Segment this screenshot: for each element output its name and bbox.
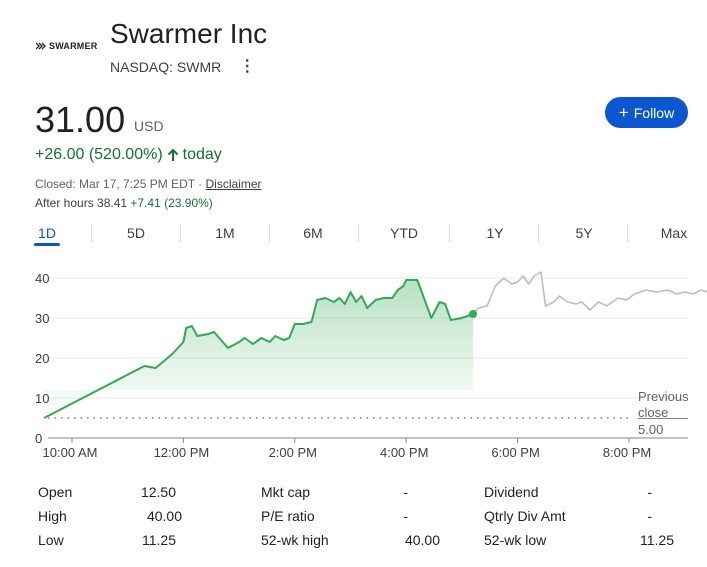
stat-dividend-value: - bbox=[647, 484, 652, 500]
stat-qtrly-div-value: - bbox=[647, 508, 652, 524]
active-tab-indicator bbox=[34, 243, 60, 246]
x-tick-label: 6:00 PM bbox=[491, 445, 539, 460]
stat-mktcap-value: - bbox=[403, 484, 408, 500]
stat-high-value: 40.00 bbox=[146, 508, 182, 524]
previous-close-label-2: close bbox=[638, 405, 668, 420]
x-tick-label: 10:00 AM bbox=[43, 445, 98, 460]
stat-52wk-high-label: 52-wk high bbox=[261, 532, 329, 548]
tab-divider bbox=[269, 224, 270, 242]
closed-text: Closed: Mar 17, 7:25 PM EDT · bbox=[35, 177, 206, 191]
price-area-fill bbox=[44, 280, 473, 418]
tab-5d[interactable]: 5D bbox=[127, 225, 145, 241]
x-tick-label: 8:00 PM bbox=[603, 445, 651, 460]
stat-52wk-low-label: 52-wk low bbox=[484, 532, 547, 548]
arrow-up-icon bbox=[167, 148, 178, 161]
stat-pe-label: P/E ratio bbox=[261, 508, 315, 524]
y-tick-label: 0 bbox=[35, 431, 42, 446]
stat-dividend-label: Dividend bbox=[484, 484, 539, 500]
tab-1y[interactable]: 1Y bbox=[486, 225, 504, 241]
stat-open-label: Open bbox=[38, 484, 73, 500]
tab-ytd[interactable]: YTD bbox=[390, 225, 418, 241]
timeframe-tabs: 1D 5D 1M 6M YTD 1Y 5Y Max bbox=[0, 222, 707, 250]
tab-divider bbox=[358, 224, 359, 242]
exchange-ticker: NASDAQ: SWMR ⋮ bbox=[110, 58, 256, 76]
tab-1m[interactable]: 1M bbox=[215, 225, 235, 241]
current-price-dot bbox=[469, 310, 478, 318]
stat-high-label: High bbox=[38, 508, 67, 524]
stat-52wk-low-value: 11.25 bbox=[640, 532, 674, 548]
plus-icon: + bbox=[618, 102, 629, 122]
change-period: today bbox=[182, 146, 222, 163]
stat-mktcap-label: Mkt cap bbox=[261, 484, 311, 500]
x-tick-label: 2:00 PM bbox=[269, 445, 317, 460]
after-hours: After hours 38.41 +7.41 (23.90%) bbox=[35, 196, 213, 210]
swarmer-logo-icon bbox=[36, 42, 46, 50]
tab-divider bbox=[91, 224, 92, 242]
company-name: Swarmer Inc bbox=[110, 18, 268, 49]
disclaimer-link[interactable]: Disclaimer bbox=[205, 177, 262, 191]
y-tick-label: 30 bbox=[35, 311, 49, 326]
y-tick-label: 40 bbox=[35, 271, 49, 286]
tab-max[interactable]: Max bbox=[660, 225, 688, 241]
tab-1d[interactable]: 1D bbox=[38, 225, 56, 241]
tab-divider bbox=[538, 224, 539, 242]
tab-divider bbox=[180, 224, 181, 242]
price-change: +26.00 (520.00%) today bbox=[35, 146, 222, 164]
stat-52wk-high-value: 40.00 bbox=[404, 532, 440, 548]
follow-button[interactable]: + Follow bbox=[605, 97, 688, 128]
tab-6m[interactable]: 6M bbox=[303, 225, 323, 241]
tab-5y[interactable]: 5Y bbox=[575, 225, 593, 241]
tab-divider bbox=[627, 224, 628, 242]
previous-close-label: Previous bbox=[638, 389, 689, 404]
more-vert-icon[interactable]: ⋮ bbox=[239, 58, 256, 75]
x-axis-ticks: 10:00 AM 12:00 PM 2:00 PM 4:00 PM 6:00 PM 8:0… bbox=[43, 438, 651, 460]
stat-open-value: 12.50 bbox=[140, 484, 176, 500]
stat-low-value: 11.25 bbox=[142, 532, 176, 548]
x-tick-label: 4:00 PM bbox=[380, 445, 428, 460]
stat-pe-value: - bbox=[403, 508, 408, 524]
after-hours-label: After hours 38.41 bbox=[35, 196, 131, 210]
price-line bbox=[43, 279, 474, 419]
market-status: Closed: Mar 17, 7:25 PM EDT · Disclaimer bbox=[35, 177, 262, 191]
stat-low-label: Low bbox=[38, 532, 64, 548]
ticker-label: NASDAQ: SWMR bbox=[110, 59, 222, 75]
change-value: +26.00 (520.00%) bbox=[35, 146, 163, 163]
y-tick-label: 20 bbox=[35, 351, 49, 366]
x-tick-label: 12:00 PM bbox=[154, 445, 210, 460]
logo-text: SWARMER bbox=[49, 41, 98, 51]
follow-label: Follow bbox=[633, 104, 675, 121]
currency: USD bbox=[134, 118, 164, 134]
current-price: 31.00 bbox=[35, 99, 126, 140]
after-hours-line bbox=[472, 271, 707, 315]
previous-close-value: 5.00 bbox=[638, 422, 663, 437]
stat-qtrly-div-label: Qtrly Div Amt bbox=[484, 508, 566, 524]
company-logo: SWARMER bbox=[36, 41, 97, 51]
after-hours-change: +7.41 (23.90%) bbox=[130, 196, 213, 210]
tab-divider bbox=[449, 224, 450, 242]
